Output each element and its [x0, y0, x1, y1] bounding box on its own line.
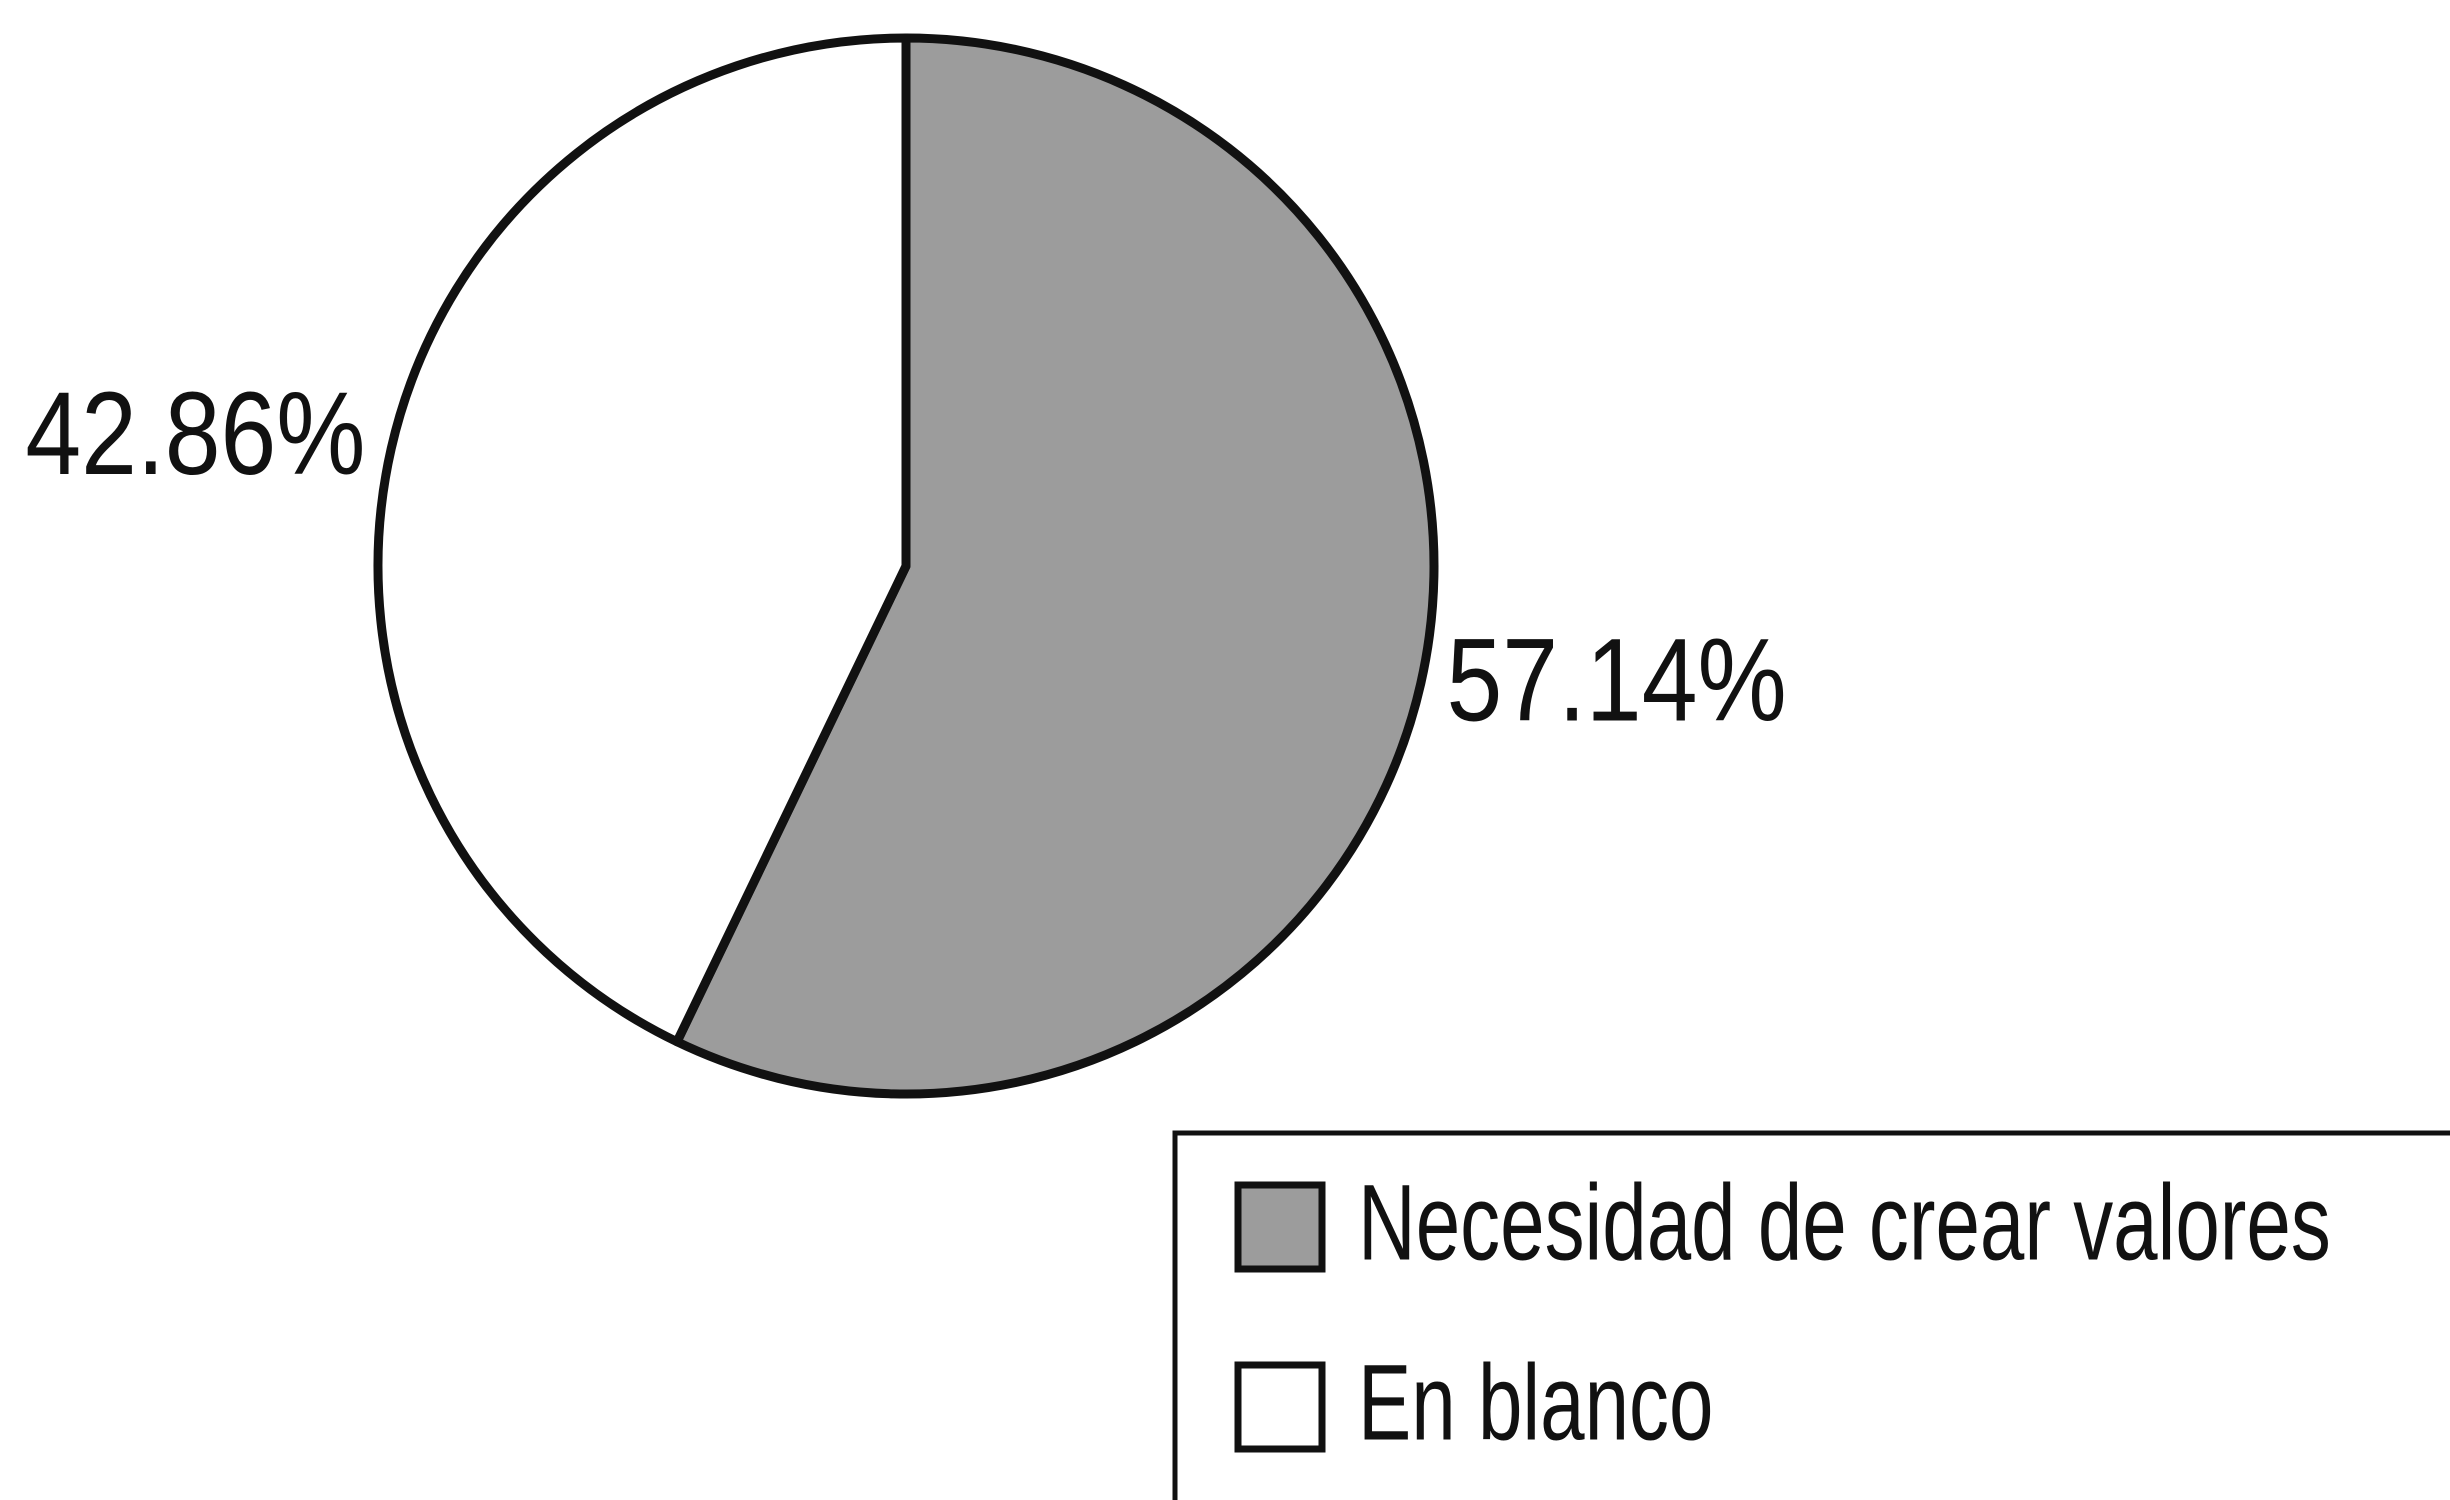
data-label: 42.86% [25, 368, 365, 499]
legend-box [1172, 1130, 2450, 1500]
legend-swatch [1234, 1361, 1326, 1453]
legend-label: Necesidad de crear valores [1358, 1163, 2331, 1284]
legend-label: En blanco [1358, 1343, 1713, 1464]
pie-slice [373, 33, 911, 1047]
legend-swatch [1234, 1181, 1326, 1273]
pie-slice [672, 33, 1439, 1099]
data-label: 57.14% [1447, 615, 1787, 746]
